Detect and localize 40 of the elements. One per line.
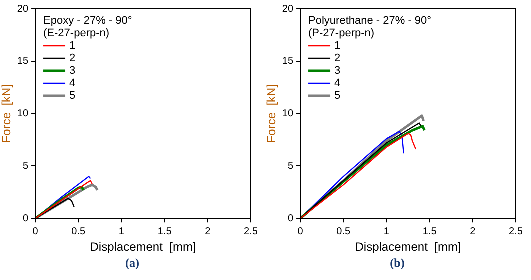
- x-axis-title: Displacement [mm]: [90, 240, 196, 254]
- legend-label: 1: [70, 40, 76, 52]
- y-tick-label: 5: [22, 160, 29, 172]
- legend-label: 4: [334, 78, 341, 90]
- x-tick-label: 2: [205, 226, 212, 238]
- legend-label: 2: [334, 52, 341, 65]
- x-tick-label: 0.5: [336, 226, 352, 238]
- legend-label: 2: [70, 52, 76, 65]
- x-tick-label: 2.5: [509, 226, 524, 238]
- x-tick-label: 1: [118, 226, 125, 238]
- y-axis-title: Force [kN]: [264, 84, 279, 144]
- x-tick-label: 0: [298, 226, 304, 238]
- y-tick-label: 15: [282, 56, 294, 68]
- legend-label: 4: [70, 78, 76, 90]
- x-tick-label: 0.5: [72, 226, 86, 238]
- x-tick-label: 0: [32, 226, 39, 238]
- x-tick-label: 1: [384, 226, 390, 238]
- text: (b): [389, 256, 406, 271]
- text: (a): [124, 256, 140, 271]
- x-tick-label: 2: [470, 226, 476, 238]
- legend-label: 5: [334, 90, 341, 102]
- legend-label: 1: [334, 40, 341, 52]
- legend-title: Polyurethane - 27% - 90° (P-27-perp-n): [308, 15, 432, 40]
- y-axis-title: Force [kN]: [0, 84, 14, 144]
- x-tick-label: 1.5: [422, 226, 438, 238]
- legend-title: Epoxy - 27% - 90° (E-27-perp-n): [44, 15, 132, 40]
- y-tick-label: 20: [282, 4, 294, 15]
- x-tick-label: 2.5: [244, 226, 258, 238]
- x-tick-label: 1.5: [158, 226, 172, 238]
- y-tick-label: 10: [282, 108, 294, 120]
- y-tick-label: 15: [17, 56, 29, 68]
- y-tick-label: 20: [17, 4, 29, 15]
- y-tick-label: 10: [17, 108, 29, 120]
- legend-label: 3: [334, 65, 341, 78]
- legend-label: 5: [70, 90, 76, 102]
- y-tick-label: 0: [22, 213, 29, 224]
- legend-label: 3: [70, 65, 76, 78]
- y-tick-label: 5: [288, 160, 294, 172]
- x-axis-title: Displacement [mm]: [355, 240, 462, 254]
- y-tick-label: 0: [288, 213, 294, 224]
